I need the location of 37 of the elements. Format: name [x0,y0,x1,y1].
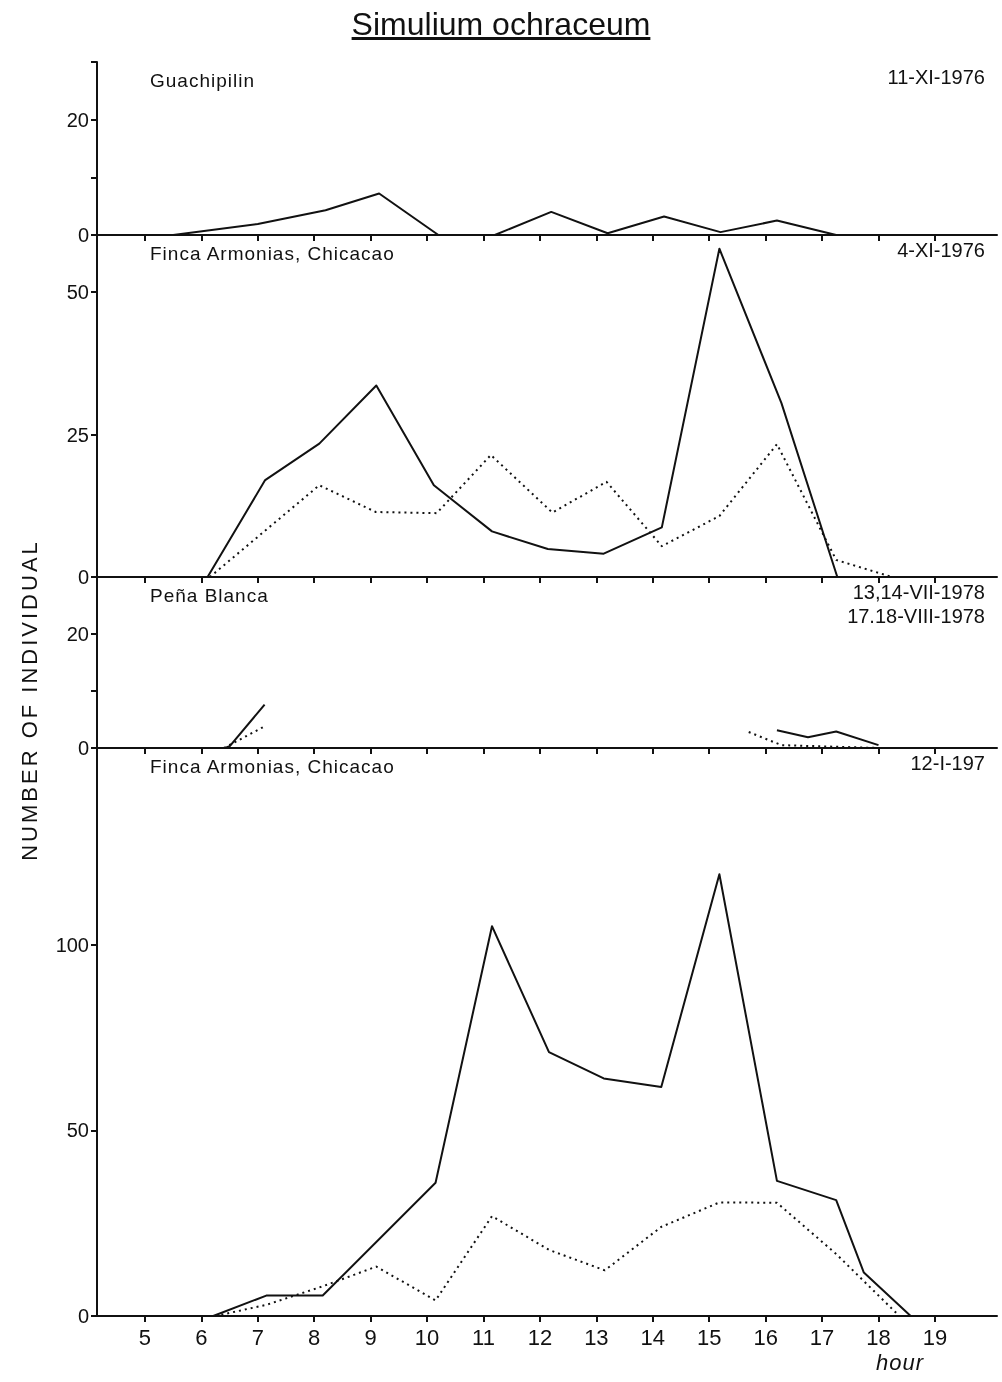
annotation: Finca Armonias, Chicacao [150,756,395,778]
annotation: 11-XI-1976 [887,66,985,89]
annotation: 17.18-VIII-1978 [847,605,985,628]
y-axis-title: NUMBER OF INDIVIDUAL [17,539,43,861]
y-tick-label: 25 [66,423,89,446]
chart-title: Simulium ochraceum [350,6,652,43]
y-tick-label: 100 [55,933,89,956]
x-tick-label: 12 [527,1324,553,1350]
x-tick-label: 6 [195,1324,208,1350]
x-tick-label: 11 [472,1324,495,1350]
y-tick-label: 0 [77,224,89,246]
annotation: 4-XI-1976 [897,239,985,262]
x-tick-label: 19 [922,1324,948,1350]
y-tick-label: 20 [66,623,89,645]
x-tick-label: 17 [809,1324,835,1350]
x-tick-label: 15 [696,1324,722,1350]
y-tick-label: 50 [66,281,89,303]
y-tick-label: 50 [66,1119,89,1142]
annotation: Guachipilin [150,70,255,92]
x-tick-label: 5 [138,1324,152,1350]
y-tick-label: 0 [77,566,89,588]
x-tick-label: 8 [308,1324,321,1350]
x-tick-label: 14 [640,1324,666,1350]
x-tick-label: 9 [364,1324,377,1350]
x-tick-label: 13 [584,1324,609,1350]
y-tick-label: 0 [77,737,89,759]
annotation: Finca Armonias, Chicacao [150,243,395,265]
annotation: 13,14-VII-1978 [852,581,985,604]
annotation: Peña Blanca [150,585,269,607]
annotation: 12-I-197 [910,752,985,775]
x-tick-label: 10 [414,1324,440,1350]
x-axis-title: hour [876,1350,925,1376]
x-tick-label: 7 [251,1324,264,1350]
y-tick-label: 20 [66,108,89,131]
x-tick-label: 16 [753,1324,778,1350]
y-tick-label: 0 [77,1305,89,1327]
x-tick-label: 18 [866,1324,891,1350]
